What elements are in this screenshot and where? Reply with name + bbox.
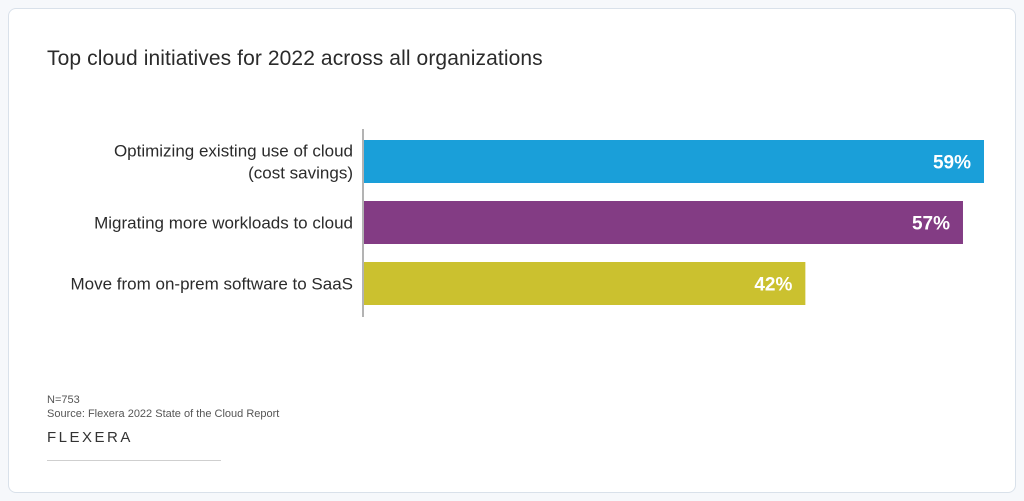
chart-footer: N=753 Source: Flexera 2022 State of the … bbox=[47, 393, 279, 421]
sample-size: N=753 bbox=[47, 394, 80, 406]
category-label-line: Migrating more workloads to cloud bbox=[94, 214, 353, 233]
category-label-2: Move from on-prem software to SaaS bbox=[70, 275, 353, 294]
bar-chart: 59% Optimizing existing use of cloud (cost… bbox=[70, 129, 984, 317]
chart-title: Top cloud initiatives for 2022 across al… bbox=[47, 47, 543, 70]
source-note: Source: Flexera 2022 State of the Cloud … bbox=[47, 408, 280, 420]
category-label-line: Optimizing existing use of cloud bbox=[114, 142, 353, 161]
bar-2 bbox=[364, 262, 806, 305]
category-label-1: Migrating more workloads to cloud bbox=[94, 214, 353, 233]
bar-0 bbox=[364, 140, 984, 183]
bar-1 bbox=[364, 201, 963, 244]
bar-value-label-0: 59% bbox=[933, 153, 971, 174]
bar-value-label-1: 57% bbox=[912, 214, 950, 235]
category-label-0: Optimizing existing use of cloud (cost sa… bbox=[114, 142, 353, 183]
category-label-line: Move from on-prem software to SaaS bbox=[70, 275, 353, 294]
chart-card: Top cloud initiatives for 2022 across al… bbox=[8, 8, 1016, 493]
bar-value-label-2: 42% bbox=[754, 275, 792, 296]
footer-divider bbox=[47, 460, 221, 461]
category-label-line: (cost savings) bbox=[248, 164, 353, 183]
flexera-logo: FLEXERA bbox=[47, 429, 133, 446]
